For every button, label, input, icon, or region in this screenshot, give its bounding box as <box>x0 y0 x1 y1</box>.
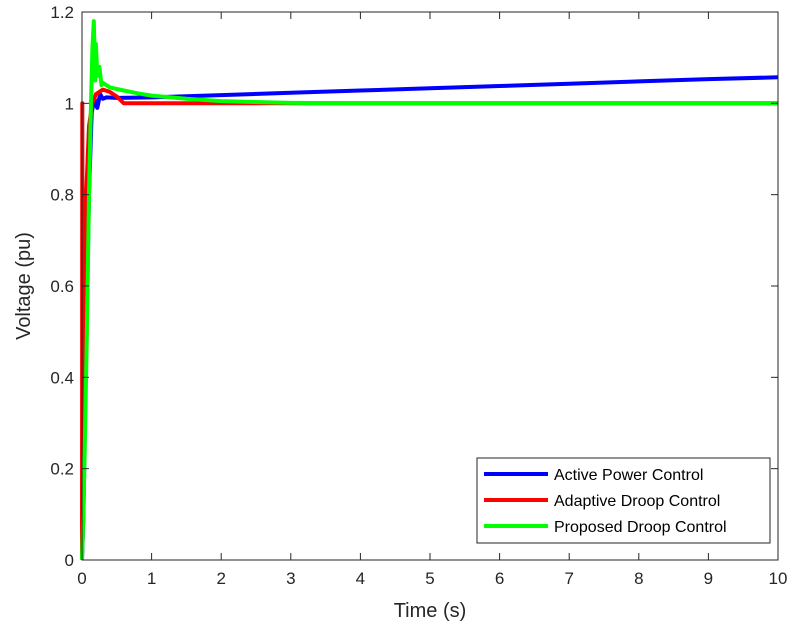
y-tick-label: 0.2 <box>50 460 74 479</box>
y-tick-label: 1.2 <box>50 3 74 22</box>
legend-label: Adaptive Droop Control <box>554 493 720 510</box>
x-tick-label: 10 <box>769 569 788 588</box>
plot-series <box>80 19 779 561</box>
y-tick-label: 0.4 <box>50 368 74 387</box>
legend: Active Power Control Adaptive Droop Contr… <box>476 457 771 544</box>
series-line <box>80 19 778 561</box>
y-axis-label: Voltage (pu) <box>13 232 35 340</box>
x-tick-label: 2 <box>216 569 225 588</box>
y-tick-label: 1 <box>65 94 74 113</box>
x-tick-label: 6 <box>495 569 504 588</box>
y-tick-label: 0.8 <box>50 186 74 205</box>
legend-label: Proposed Droop Control <box>554 519 727 536</box>
x-tick-label: 9 <box>704 569 713 588</box>
x-tick-label: 4 <box>356 569 365 588</box>
x-tick-label: 8 <box>634 569 643 588</box>
x-axis-label: Time (s) <box>394 600 467 622</box>
x-tick-label: 1 <box>147 569 156 588</box>
x-tick-label: 5 <box>425 569 434 588</box>
y-tick-label: 0 <box>65 551 74 570</box>
y-tick-label: 0.6 <box>50 277 74 296</box>
x-tick-label: 7 <box>564 569 573 588</box>
legend-label: Active Power Control <box>554 467 703 484</box>
x-tick-label: 0 <box>77 569 86 588</box>
x-axis-ticks: 0 1 2 3 4 5 6 7 8 9 10 <box>77 12 787 588</box>
y-axis-ticks: 0 0.2 0.4 0.6 0.8 1 1.2 <box>50 3 778 570</box>
x-tick-label: 3 <box>286 569 295 588</box>
